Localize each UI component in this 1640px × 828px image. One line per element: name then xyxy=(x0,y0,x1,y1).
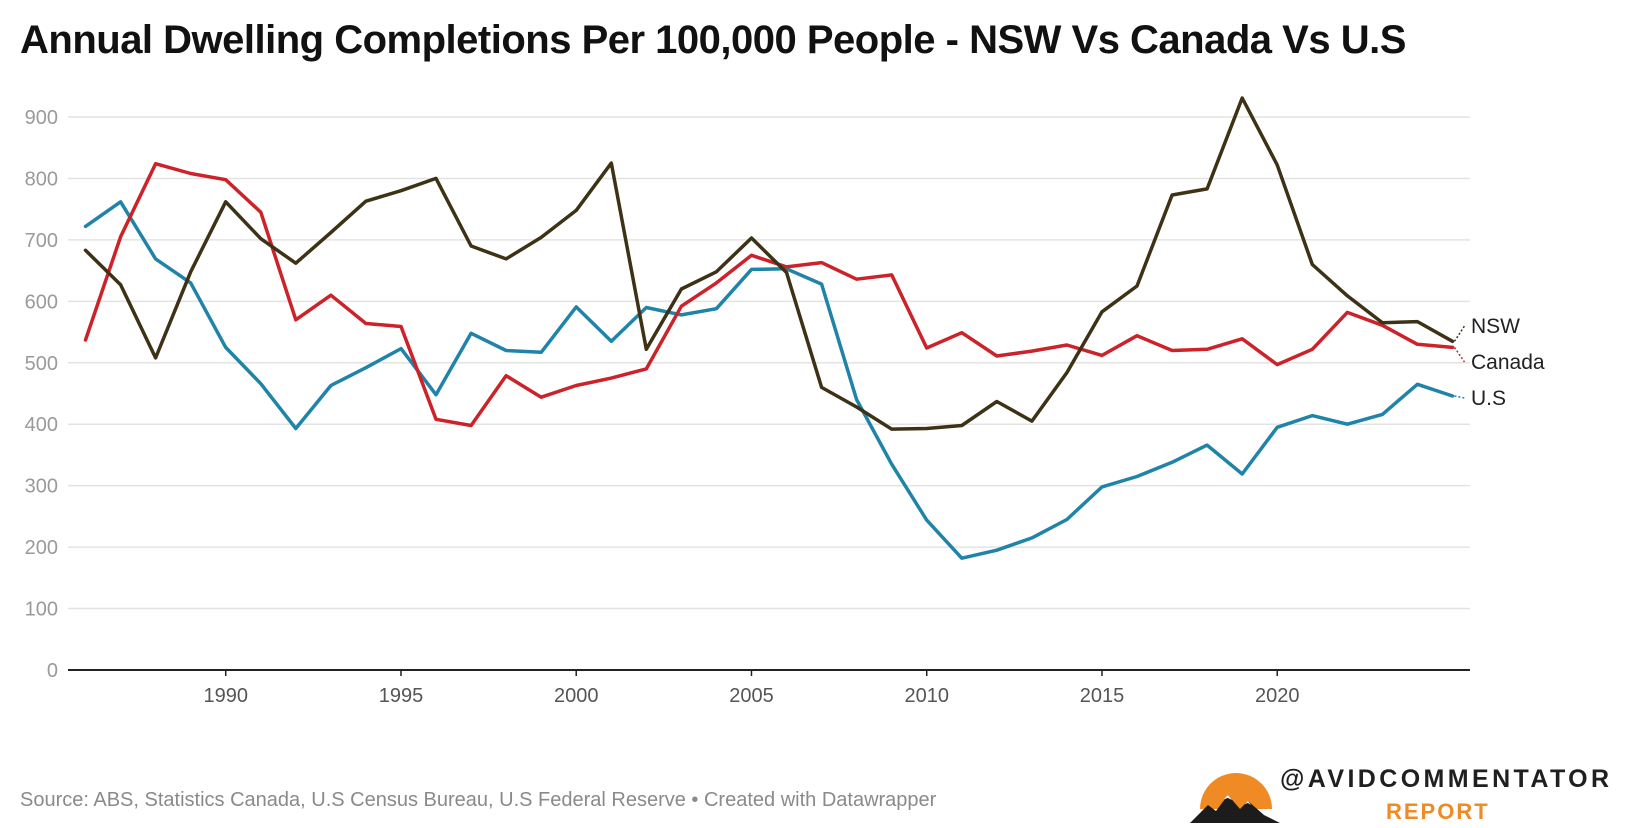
series-labels: NSW Canada U.S xyxy=(1453,315,1545,410)
line-chart: 0 100 200 300 400 500 600 700 800 900 1990 1995 200… xyxy=(25,96,1545,707)
y-tick-label: 300 xyxy=(25,476,58,498)
series-line-nsw xyxy=(83,96,1455,431)
brand-name: @AVIDCOMMENTATOR xyxy=(1280,765,1613,793)
x-tick-label: 2020 xyxy=(1255,685,1300,707)
x-tick-label: 2010 xyxy=(904,685,949,707)
x-axis-ticks: 1990 1995 2000 2005 2010 2015 2020 xyxy=(203,670,1299,707)
x-tick-label: 2005 xyxy=(729,685,774,707)
brand-logo: @AVIDCOMMENTATOR REPORT xyxy=(1188,765,1609,825)
series-line-canada xyxy=(83,161,1455,428)
x-tick-label: 2015 xyxy=(1080,685,1125,707)
series-label-us: U.S xyxy=(1471,387,1506,410)
series-connector xyxy=(1453,346,1466,363)
brand-subtitle: REPORT xyxy=(1386,799,1490,824)
series-connector xyxy=(1454,395,1465,399)
x-tick-label: 2000 xyxy=(554,685,599,707)
source-note: Source: ABS, Statistics Canada, U.S Cens… xyxy=(20,789,937,811)
y-tick-label: 400 xyxy=(25,414,58,436)
y-tick-label: 0 xyxy=(47,660,58,682)
y-tick-label: 500 xyxy=(25,353,58,375)
y-tick-label: 900 xyxy=(25,107,58,129)
y-tick-label: 800 xyxy=(25,168,58,190)
series-line-us xyxy=(83,200,1455,560)
y-tick-label: 100 xyxy=(25,599,58,621)
y-axis-ticks: 0 100 200 300 400 500 600 700 800 900 xyxy=(25,107,58,682)
x-tick-label: 1990 xyxy=(203,685,248,707)
chart-title: Annual Dwelling Completions Per 100,000 … xyxy=(20,18,1406,62)
y-tick-label: 600 xyxy=(25,291,58,313)
y-tick-label: 700 xyxy=(25,230,58,252)
series-lines xyxy=(83,96,1455,560)
gridlines xyxy=(68,116,1470,671)
series-label-canada: Canada xyxy=(1471,351,1545,374)
series-label-nsw: NSW xyxy=(1471,315,1520,338)
y-tick-label: 200 xyxy=(25,537,58,559)
x-tick-label: 1995 xyxy=(379,685,424,707)
mountain-sun-icon xyxy=(1190,773,1280,823)
series-connector xyxy=(1453,325,1466,342)
